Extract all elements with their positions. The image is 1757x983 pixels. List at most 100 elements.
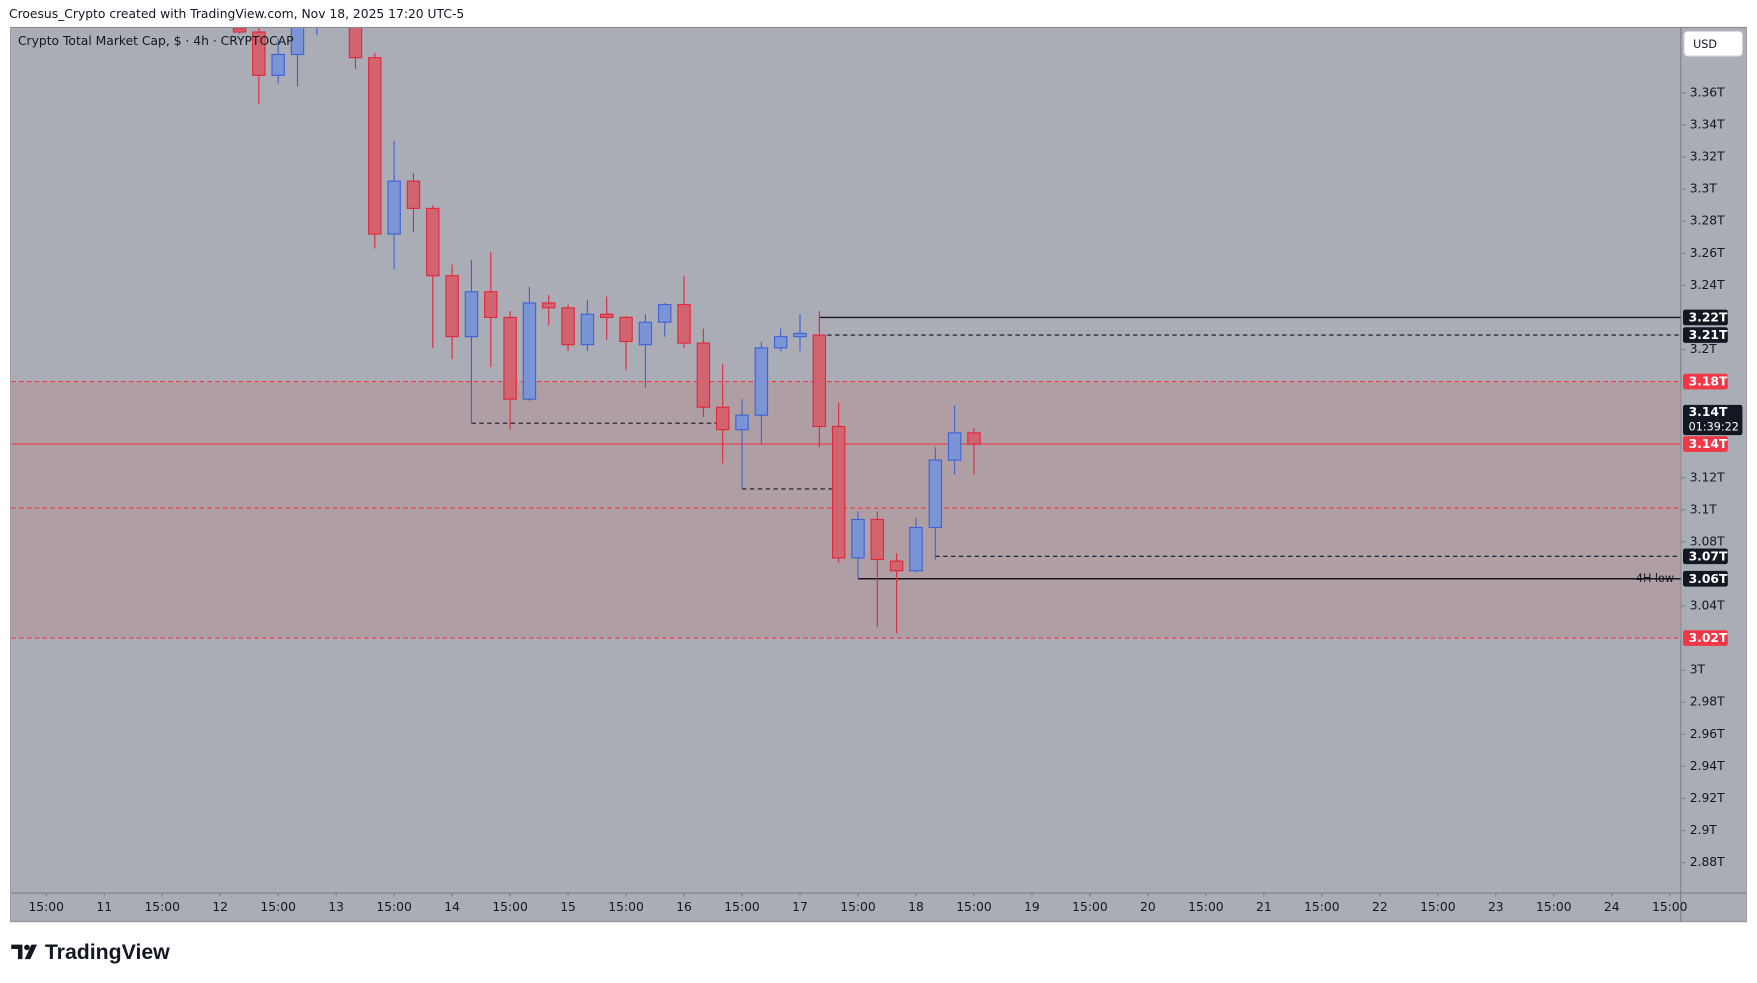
x-tick-label: 11: [96, 900, 112, 914]
y-tick-label: 3.08T: [1690, 534, 1725, 548]
candle-body: [464, 291, 479, 338]
x-tick-label: 15:00: [144, 900, 180, 914]
logo-shape: [24, 944, 30, 951]
candle-body: [503, 316, 517, 400]
price-badge-label: 3.21T: [1689, 328, 1728, 342]
candle-body: [348, 28, 363, 59]
price-badge-label: 3.14T: [1689, 437, 1728, 451]
countdown: 01:39:22: [1689, 420, 1739, 433]
price-badge-label: 3.07T: [1689, 549, 1728, 563]
candle-body: [290, 28, 305, 56]
candle-body: [735, 414, 749, 431]
price-badge-label: 3.02T: [1689, 631, 1728, 645]
candle-body: [870, 518, 885, 561]
price-badge: [1683, 548, 1728, 565]
y-tick-label: 3.32T: [1690, 150, 1725, 164]
candle-body: [542, 302, 556, 309]
price-badge: [1683, 373, 1728, 390]
candle-body: [252, 31, 266, 76]
x-tick-label: 14: [444, 900, 460, 914]
currency-button[interactable]: [1683, 30, 1743, 57]
x-tick-label: 15:00: [608, 900, 644, 914]
x-tick-label: 15:00: [28, 900, 64, 914]
y-tick-label: 3.04T: [1690, 599, 1725, 613]
zone: [11, 381, 1681, 639]
candle-body: [909, 526, 923, 572]
price-badge-label: 3.18T: [1689, 375, 1728, 389]
level-note: 4H low: [1636, 572, 1674, 585]
y-tick-label: 3.34T: [1690, 118, 1725, 132]
candle-body: [889, 560, 904, 572]
x-tick-label: 15:00: [1536, 900, 1572, 914]
y-tick-label: 3.2T: [1690, 342, 1718, 356]
y-tick-label: 3.26T: [1690, 246, 1725, 260]
x-tick-label: 24: [1604, 900, 1620, 914]
price-badge: [1683, 327, 1728, 343]
price-badge: [1683, 309, 1728, 326]
candle-body: [387, 180, 401, 235]
chart-title: Crypto Total Market Cap, $ · 4h · CRYPTO…: [18, 34, 294, 48]
candle-body: [754, 347, 769, 416]
x-tick-label: 15:00: [724, 900, 760, 914]
y-tick-label: 3.12T: [1690, 470, 1725, 484]
candle-body: [561, 307, 575, 346]
y-tick-label: 2.98T: [1690, 695, 1725, 709]
x-tick-label: 15: [560, 900, 576, 914]
x-tick-label: 21: [1256, 900, 1272, 914]
logo-text: TradingView: [45, 940, 170, 964]
price-badge: [1683, 630, 1728, 646]
y-tick-label: 2.96T: [1690, 727, 1725, 741]
y-tick-label: 2.88T: [1690, 855, 1725, 869]
y-tick-label: 2.92T: [1690, 791, 1725, 805]
candle-body: [793, 332, 807, 338]
candle-body: [715, 406, 730, 431]
plot: [11, 28, 1681, 639]
x-tick-label: 15:00: [376, 900, 412, 914]
candle-body: [677, 304, 691, 344]
x-tick-label: 16: [676, 900, 692, 914]
candle-body: [812, 334, 827, 428]
y-tick-label: 3.36T: [1690, 85, 1725, 99]
y-tick-label: 2.94T: [1690, 759, 1725, 773]
candle-body: [773, 336, 788, 349]
candle-body: [271, 53, 285, 76]
x-tick-label: 15:00: [1420, 900, 1456, 914]
candle-body: [696, 342, 711, 408]
x-tick-label: 15:00: [956, 900, 992, 914]
x-tick-label: 15:00: [840, 900, 876, 914]
x-tick-label: 15:00: [1304, 900, 1340, 914]
overlay: 3.36T3.34T3.32T3.3T3.28T3.26T3.24T3.2T3.…: [28, 85, 1743, 914]
logo-shape: [24, 944, 38, 960]
y-tick-label: 3.28T: [1690, 214, 1725, 228]
y-tick-label: 3.24T: [1690, 278, 1725, 292]
candle-body: [445, 275, 459, 338]
candle-body: [851, 518, 865, 559]
x-tick-label: 12: [212, 900, 228, 914]
price-badge: [1683, 570, 1728, 587]
candle-body: [619, 316, 633, 343]
candle-body: [657, 304, 672, 323]
currency-label[interactable]: USD: [1693, 38, 1717, 51]
time-axis: [11, 893, 1681, 922]
frame: [10, 26, 1747, 923]
x-tick-label: 15:00: [260, 900, 296, 914]
x-tick-label: 22: [1372, 900, 1388, 914]
price-badge: [1683, 436, 1728, 452]
price-axis: [1680, 28, 1746, 922]
candle-body: [484, 291, 498, 318]
credit: Croesus_Crypto created with TradingView.…: [9, 7, 464, 21]
x-tick-label: 18: [908, 900, 924, 914]
candle-body: [831, 425, 846, 559]
candle-body: [947, 432, 962, 461]
x-tick-label: 17: [792, 900, 808, 914]
last-price-badge: [1683, 404, 1743, 436]
candle-body: [580, 313, 595, 346]
price-badge-label: 3.06T: [1689, 572, 1728, 586]
x-tick-label: 15:00: [1072, 900, 1108, 914]
x-tick-label: 15:00: [492, 900, 528, 914]
candle-body: [600, 313, 614, 318]
y-tick-label: 3T: [1690, 663, 1706, 677]
candle-body: [522, 302, 537, 400]
candle-body: [638, 321, 653, 346]
